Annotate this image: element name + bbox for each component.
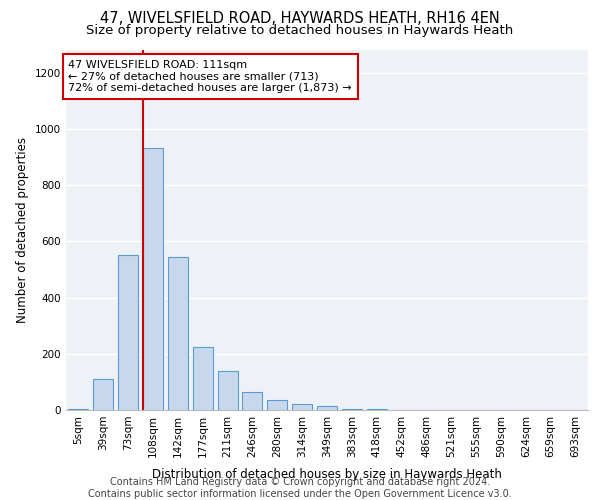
Y-axis label: Number of detached properties: Number of detached properties <box>16 137 29 323</box>
Bar <box>143 148 163 410</box>
Bar <box>317 406 337 410</box>
Text: 47 WIVELSFIELD ROAD: 111sqm
← 27% of detached houses are smaller (713)
72% of se: 47 WIVELSFIELD ROAD: 111sqm ← 27% of det… <box>68 60 352 93</box>
Bar <box>342 408 362 410</box>
Bar <box>242 392 262 410</box>
X-axis label: Distribution of detached houses by size in Haywards Heath: Distribution of detached houses by size … <box>152 468 502 481</box>
Text: 47, WIVELSFIELD ROAD, HAYWARDS HEATH, RH16 4EN: 47, WIVELSFIELD ROAD, HAYWARDS HEATH, RH… <box>100 11 500 26</box>
Bar <box>118 256 138 410</box>
Bar <box>292 404 312 410</box>
Bar <box>367 409 386 410</box>
Bar <box>193 346 212 410</box>
Bar <box>218 370 238 410</box>
Text: Contains HM Land Registry data © Crown copyright and database right 2024.
Contai: Contains HM Land Registry data © Crown c… <box>88 478 512 499</box>
Text: Size of property relative to detached houses in Haywards Heath: Size of property relative to detached ho… <box>86 24 514 37</box>
Bar <box>268 400 287 410</box>
Bar <box>168 256 188 410</box>
Bar <box>68 408 88 410</box>
Bar <box>94 379 113 410</box>
